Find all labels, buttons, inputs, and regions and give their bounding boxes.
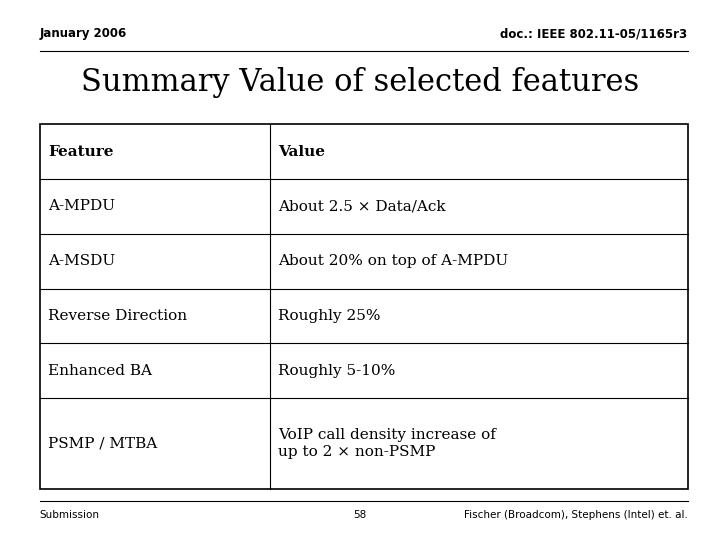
Text: Submission: Submission — [40, 510, 99, 521]
Text: doc.: IEEE 802.11-05/1165r3: doc.: IEEE 802.11-05/1165r3 — [500, 28, 688, 40]
Text: January 2006: January 2006 — [40, 28, 127, 40]
Text: A-MSDU: A-MSDU — [48, 254, 115, 268]
Text: Roughly 5-10%: Roughly 5-10% — [278, 364, 396, 378]
Text: About 2.5 × Data/Ack: About 2.5 × Data/Ack — [278, 199, 446, 213]
Text: 58: 58 — [354, 510, 366, 521]
Text: About 20% on top of A-MPDU: About 20% on top of A-MPDU — [278, 254, 508, 268]
Bar — [40, 124, 688, 489]
Text: A-MPDU: A-MPDU — [48, 199, 115, 213]
Text: PSMP / MTBA: PSMP / MTBA — [48, 436, 158, 450]
Text: Fischer (Broadcom), Stephens (Intel) et. al.: Fischer (Broadcom), Stephens (Intel) et.… — [464, 510, 688, 521]
Text: Roughly 25%: Roughly 25% — [278, 309, 381, 323]
Text: Enhanced BA: Enhanced BA — [48, 364, 152, 378]
Text: Reverse Direction: Reverse Direction — [48, 309, 187, 323]
Text: Summary Value of selected features: Summary Value of selected features — [81, 68, 639, 98]
Text: Feature: Feature — [48, 145, 114, 159]
Text: VoIP call density increase of
up to 2 × non-PSMP: VoIP call density increase of up to 2 × … — [278, 428, 496, 459]
Text: Value: Value — [278, 145, 325, 159]
